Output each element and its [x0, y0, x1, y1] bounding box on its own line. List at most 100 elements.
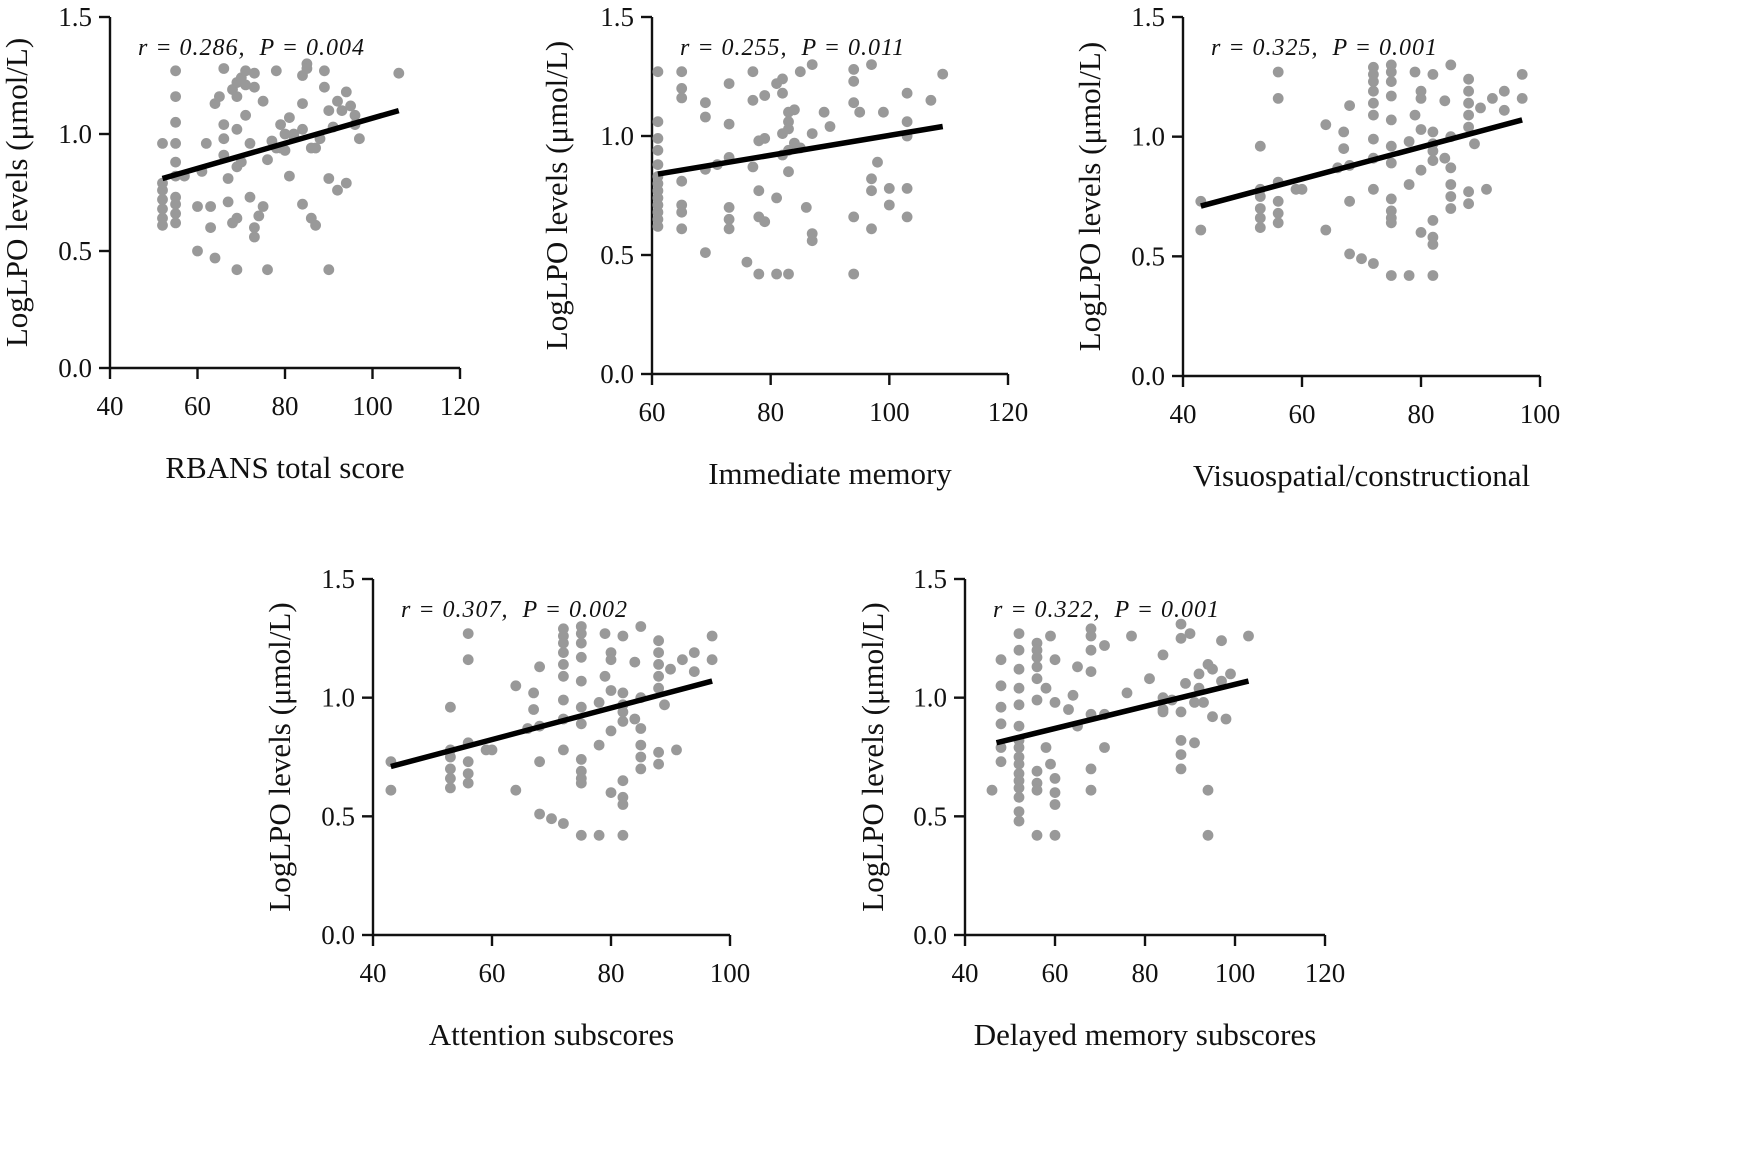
data-point	[323, 264, 335, 276]
data-point	[1049, 787, 1061, 798]
data-point	[1272, 66, 1284, 78]
data-point	[288, 128, 300, 140]
x-tick-label: 40	[360, 958, 387, 988]
scatter-panel-1: 0.0 0.5 1.0 1.5 40 60 80 100 120 r = 0.286, P = 0…	[0, 2, 480, 485]
data-point	[1385, 66, 1397, 78]
data-point	[883, 183, 895, 194]
x-tick-label: 80	[598, 958, 625, 988]
data-point	[244, 138, 256, 149]
data-point	[1516, 93, 1528, 104]
data-point	[1031, 651, 1043, 663]
data-point	[1013, 663, 1025, 675]
data-point	[706, 630, 718, 642]
data-point	[783, 268, 794, 280]
data-point	[546, 813, 557, 825]
x-tick-label: 40	[1170, 399, 1197, 429]
x-tick-label: 80	[757, 397, 784, 427]
data-point	[635, 723, 647, 734]
data-point	[1385, 140, 1397, 152]
data-point	[257, 201, 269, 212]
data-point	[310, 219, 321, 231]
data-point	[653, 758, 664, 770]
data-point	[1013, 758, 1025, 770]
data-point	[385, 784, 397, 796]
data-point	[462, 654, 474, 666]
data-point	[528, 687, 539, 699]
data-point	[1427, 126, 1439, 138]
data-point	[1445, 203, 1457, 214]
data-point	[262, 154, 273, 166]
y-axis-label: LogLPO levels (μmol/L)	[0, 38, 34, 347]
data-point	[1031, 661, 1043, 673]
data-point	[1085, 644, 1097, 656]
data-point	[445, 782, 456, 794]
data-point	[462, 768, 474, 779]
data-point	[866, 173, 877, 185]
data-point	[297, 98, 308, 109]
data-point	[629, 656, 641, 668]
data-point	[1344, 248, 1355, 260]
x-axis-label: Immediate memory	[708, 456, 952, 491]
data-point	[629, 713, 641, 725]
x-tick-label: 100	[1520, 399, 1561, 429]
data-point	[1049, 829, 1061, 841]
data-point	[653, 670, 664, 682]
data-point	[323, 105, 335, 116]
data-point	[635, 763, 647, 775]
data-point	[1427, 69, 1439, 80]
data-point	[1013, 682, 1025, 694]
data-point	[1013, 782, 1025, 794]
data-point	[445, 751, 456, 763]
data-point	[157, 212, 168, 224]
data-point	[1189, 737, 1200, 749]
data-point	[558, 670, 569, 682]
data-point	[462, 628, 474, 639]
data-point	[599, 628, 611, 639]
data-point	[284, 112, 295, 123]
data-point	[1487, 93, 1498, 104]
data-point	[1415, 93, 1427, 104]
data-point	[1225, 668, 1236, 680]
x-tick-label: 80	[1408, 399, 1435, 429]
data-point	[1099, 742, 1110, 753]
data-point	[617, 799, 629, 810]
y-tick-label: 1.5	[58, 2, 92, 32]
data-point	[1198, 697, 1209, 708]
data-point	[700, 111, 711, 123]
data-point	[1157, 706, 1169, 718]
data-point	[558, 694, 569, 706]
data-point	[1175, 632, 1187, 644]
data-point	[848, 211, 860, 223]
x-axis-label: Visuospatial/constructional	[1193, 458, 1530, 493]
data-point	[1184, 628, 1196, 639]
data-point	[883, 199, 895, 211]
data-point	[1409, 109, 1421, 121]
data-point	[665, 663, 676, 675]
correlation-annotation: r = 0.307, P = 0.002	[401, 597, 628, 623]
data-point	[558, 818, 569, 829]
data-point	[671, 744, 682, 756]
data-point	[995, 756, 1007, 768]
scatter-panel-3: 0.0 0.5 1.0 1.5 40 60 80 100 r = 0.325, P = 0.00…	[1072, 2, 1560, 493]
data-point	[925, 94, 937, 106]
data-point	[747, 66, 759, 78]
data-point	[323, 173, 335, 184]
data-point	[218, 119, 230, 130]
data-point	[605, 685, 617, 696]
data-point	[1175, 618, 1187, 630]
data-point	[593, 739, 605, 751]
data-point	[866, 223, 877, 235]
data-point	[1220, 713, 1232, 725]
x-tick-label: 40	[97, 391, 124, 421]
data-point	[1368, 258, 1379, 269]
data-point	[170, 116, 182, 128]
data-point	[214, 91, 225, 102]
data-point	[676, 66, 688, 78]
data-point	[848, 64, 860, 75]
data-point	[1049, 697, 1061, 708]
data-point	[1385, 76, 1397, 87]
data-point	[170, 65, 182, 77]
data-point	[617, 775, 629, 787]
y-tick-label: 0.0	[58, 353, 92, 383]
data-point	[1085, 666, 1097, 677]
